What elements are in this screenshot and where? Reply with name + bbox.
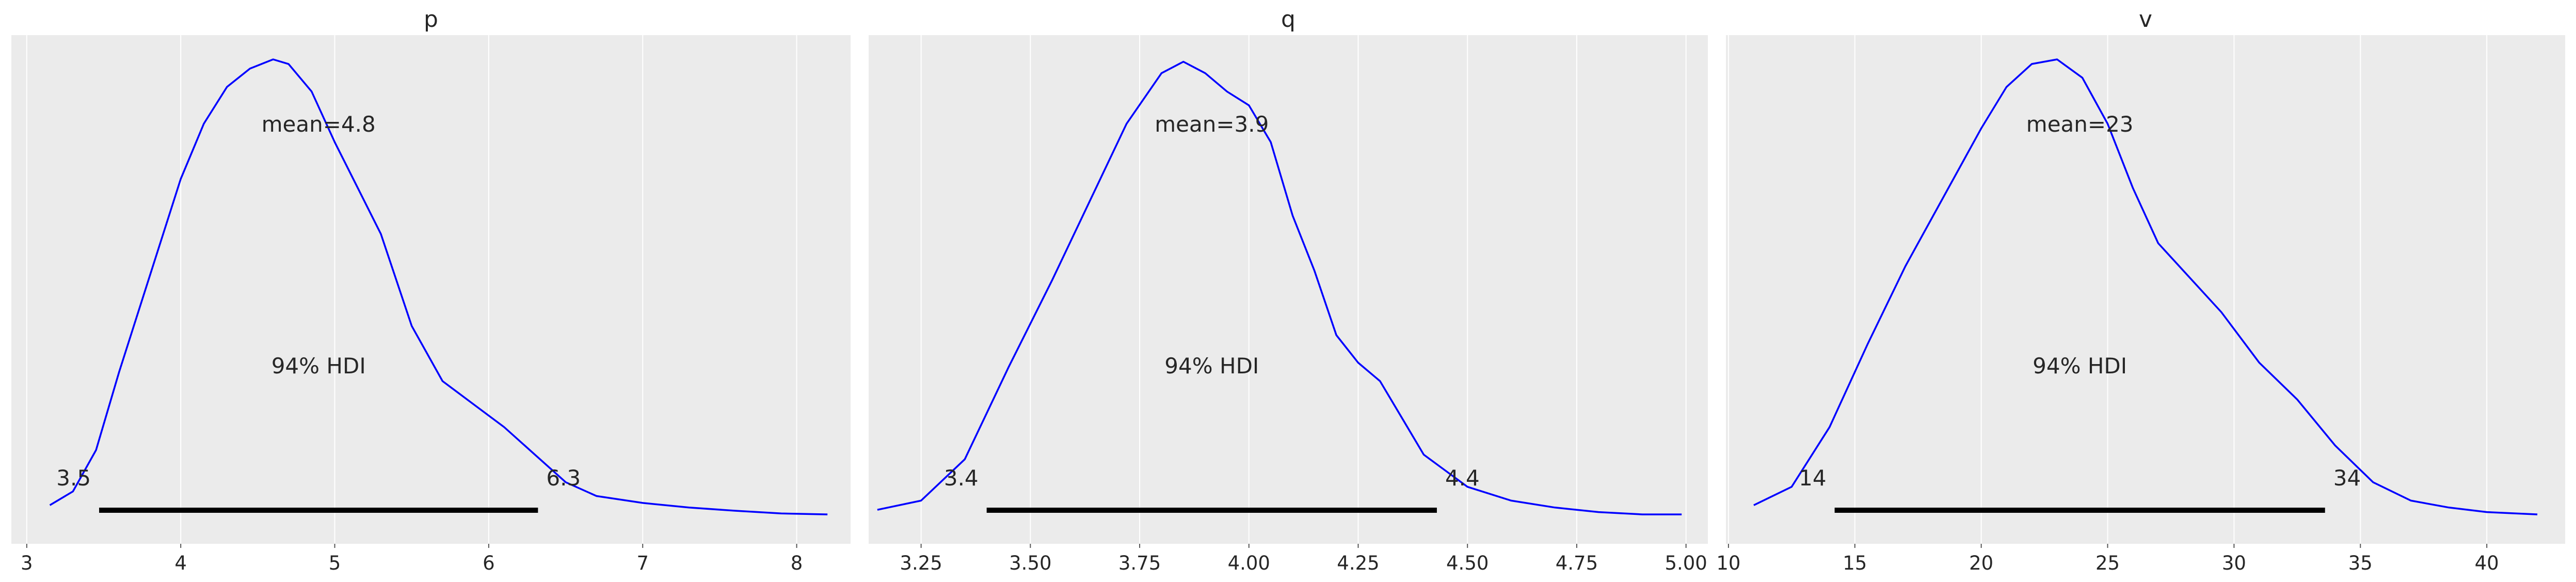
x-tick-label: 7 [636,552,649,574]
panel-q: 3.25 3.50 3.75 4.00 4.25 4.50 4.75 5.00 q mean=3.… [869,6,1708,574]
panel-title: q [1281,6,1295,33]
x-tick-label: 4.50 [1446,552,1489,574]
hdi-low-label: 14 [1799,465,1826,491]
x-tick-label: 40 [2475,552,2499,574]
hdi-label: 94% HDI [271,353,366,379]
x-tick-label: 4.00 [1228,552,1270,574]
hdi-high-label: 6.3 [546,465,581,491]
x-tick-label: 3.75 [1118,552,1161,574]
density-curve [1753,58,2538,515]
x-tick-label: 4.75 [1556,552,1598,574]
x-tick-label: 4.25 [1337,552,1379,574]
x-tick-label: 3.50 [1009,552,1051,574]
mean-label: mean=23 [2026,112,2134,137]
x-tick-label: 5 [329,552,341,574]
hdi-label: 94% HDI [2033,353,2127,379]
x-tick-label: 10 [1716,552,1740,574]
x-tick-label: 8 [791,552,803,574]
x-tick-label: 35 [2348,552,2373,574]
x-tick-label: 3.25 [900,552,942,574]
density-curve [49,58,828,515]
mean-label: mean=4.8 [262,112,376,137]
plot-background [869,35,1708,544]
mean-label: mean=3.9 [1155,112,1269,137]
panel-p: 3 4 5 6 7 8 p mean=4.8 94% HDI 3.5 6.3 [11,6,851,574]
x-tick-label: 15 [1843,552,1867,574]
x-tick-label: 4 [174,552,187,574]
x-tick-label: 6 [483,552,495,574]
hdi-high-label: 4.4 [1445,465,1480,491]
hdi-low-label: 3.5 [56,465,91,491]
x-tick-label: 5.00 [1665,552,1707,574]
density-curve [877,60,1682,515]
x-tick-label: 25 [2095,552,2120,574]
x-tick-label: 20 [1969,552,1993,574]
plot-background [11,35,851,544]
hdi-label: 94% HDI [1164,353,1259,379]
panel-title: p [424,6,438,33]
x-tick-label: 30 [2222,552,2246,574]
panel-title: v [2139,6,2152,33]
x-tick-label: 3 [21,552,33,574]
panel-v: 10 15 20 25 30 35 40 v mean=23 94% HDI 14 34 [1716,6,2565,574]
hdi-low-label: 3.4 [944,465,979,491]
plot-background [1726,35,2565,544]
hdi-high-label: 34 [2333,465,2361,491]
